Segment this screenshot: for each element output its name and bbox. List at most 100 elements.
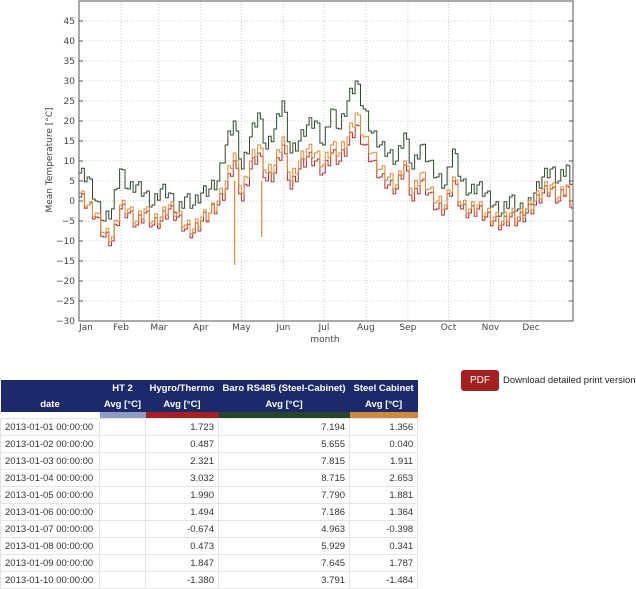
y-tick-label: −30 [56, 317, 75, 327]
value-cell: 0.487 [145, 435, 219, 453]
x-tick-label: Dec [522, 323, 539, 333]
date-cell: 2013-01-08 00:00:00 [0, 537, 100, 555]
value-cell: 0.040 [349, 435, 419, 453]
y-tick-label: 15 [64, 137, 75, 147]
series-line [79, 112, 573, 243]
value-cell: 7.815 [217, 452, 351, 470]
y-tick-label: 0 [69, 197, 75, 207]
y-tick-label: −10 [56, 237, 75, 247]
table-row: 2013-01-09 00:00:00 1.847 7.645 1.787 [0, 554, 419, 572]
value-cell: 3.032 [145, 469, 219, 487]
column-header-date[interactable]: date [0, 396, 100, 412]
y-axis-label: Mean Temperature [°C] [45, 107, 55, 212]
table-row: 2013-01-10 00:00:00 -1.380 3.791 -1.484 [0, 571, 419, 589]
series-line [79, 80, 573, 222]
y-tick-label: −5 [62, 217, 75, 227]
table-row: 2013-01-01 00:00:00 1.723 7.194 1.356 [0, 418, 419, 436]
value-cell: 8.715 [217, 469, 351, 487]
value-cell: 7.186 [217, 503, 351, 521]
temperature-chart: −30 −25 −20 −15 −10 −5 0 5 10 15 20 25 30 35 40 45 Jan F… [45, 0, 574, 345]
value-cell: 1.787 [349, 554, 419, 572]
value-cell: 7.645 [217, 554, 351, 572]
value-cell: 1.356 [349, 418, 419, 436]
chart-grid [79, 1, 573, 322]
y-tick-label: −20 [56, 277, 75, 287]
x-tick-label: Mar [150, 323, 167, 333]
column-group-steel: Steel Cabinet [349, 380, 418, 396]
value-cell [99, 537, 146, 555]
table-group-header-row: HT 2 Hygro/Thermo Baro RS485 (Steel-Cabi… [0, 380, 418, 396]
pdf-download-button[interactable]: PDF [461, 370, 499, 391]
data-table: HT 2 Hygro/Thermo Baro RS485 (Steel-Cabi… [0, 380, 419, 589]
value-cell: 5.655 [217, 435, 351, 453]
date-cell: 2013-01-10 00:00:00 [0, 571, 100, 589]
date-cell: 2013-01-04 00:00:00 [0, 469, 100, 487]
date-cell: 2013-01-06 00:00:00 [0, 503, 100, 521]
value-cell: 1.494 [145, 503, 219, 521]
value-cell: 0.341 [349, 537, 419, 555]
table-row: 2013-01-03 00:00:00 2.321 7.815 1.911 [0, 452, 419, 470]
x-tick-label: Nov [482, 323, 500, 333]
series-color-bar [218, 412, 350, 419]
value-cell: 0.473 [145, 537, 219, 555]
x-tick-label: Jun [275, 323, 290, 333]
value-cell: 1.847 [145, 554, 219, 572]
value-cell: 1.990 [145, 486, 219, 504]
column-group-hygro: Hygro/Thermo [145, 380, 219, 396]
y-tick-label: 35 [64, 57, 75, 67]
x-tick-label: Apr [193, 323, 209, 333]
value-cell: -0.398 [349, 520, 419, 538]
x-tick-label: Jan [78, 323, 93, 333]
value-cell [99, 469, 146, 487]
download-area: PDF Download detailed print version [461, 370, 636, 391]
table-row: 2013-01-04 00:00:00 3.032 8.715 2.653 [0, 469, 419, 487]
y-tick-label: 5 [69, 177, 75, 187]
date-cell: 2013-01-02 00:00:00 [0, 435, 100, 453]
value-cell: 2.321 [145, 452, 219, 470]
column-header-hygro[interactable]: Avg [°C] [145, 396, 219, 412]
x-tick-label: Feb [113, 323, 129, 333]
date-cell: 2013-01-09 00:00:00 [0, 554, 100, 572]
y-tick-label: 30 [64, 77, 76, 87]
column-header-baro[interactable]: Avg [°C] [218, 396, 350, 412]
value-cell: -1.484 [349, 571, 419, 589]
value-cell: 1.723 [145, 418, 219, 436]
column-group-date [0, 380, 100, 396]
series-color-bar [145, 412, 219, 419]
value-cell [99, 435, 146, 453]
value-cell: 2.653 [349, 469, 419, 487]
y-axis-ticks: −30 −25 −20 −15 −10 −5 0 5 10 15 20 25 30 35 40 45 [56, 17, 573, 327]
value-cell: 3.791 [217, 571, 351, 589]
value-cell: 1.881 [349, 486, 419, 504]
date-cell: 2013-01-05 00:00:00 [0, 486, 100, 504]
value-cell: 1.364 [349, 503, 419, 521]
table-row: 2013-01-07 00:00:00 -0.674 4.963 -0.398 [0, 520, 419, 538]
series-color-bar [99, 412, 146, 419]
value-cell: 7.194 [217, 418, 351, 436]
download-link[interactable]: Download detailed print version [503, 375, 636, 386]
column-header-ht2[interactable]: Avg [°C] [99, 396, 146, 412]
table-row: 2013-01-02 00:00:00 0.487 5.655 0.040 [0, 435, 419, 453]
x-axis-label: month [310, 335, 339, 345]
table-body: 2013-01-01 00:00:00 1.723 7.194 1.356 2013-0… [0, 418, 419, 589]
x-tick-label: Jul [318, 323, 330, 333]
value-cell [99, 503, 146, 521]
value-cell [99, 571, 146, 589]
x-tick-label: May [232, 323, 251, 333]
value-cell: 1.911 [349, 452, 419, 470]
chart-series [79, 80, 573, 265]
y-tick-label: 45 [64, 17, 75, 27]
column-group-ht2: HT 2 [99, 380, 146, 396]
date-cell: 2013-01-07 00:00:00 [0, 520, 100, 538]
y-tick-label: −25 [56, 297, 75, 307]
series-color-bar [0, 412, 100, 419]
value-cell [99, 418, 146, 436]
x-tick-label: Sep [399, 323, 416, 333]
column-header-steel[interactable]: Avg [°C] [349, 396, 418, 412]
table-row: 2013-01-08 00:00:00 0.473 5.929 0.341 [0, 537, 419, 555]
x-axis-ticks: Jan Feb Mar Apr May Jun Jul Aug Sep Oct Nov Dec [78, 323, 540, 333]
value-cell [99, 520, 146, 538]
value-cell [99, 554, 146, 572]
series-color-bar-row [0, 412, 418, 419]
value-cell: 5.929 [217, 537, 351, 555]
